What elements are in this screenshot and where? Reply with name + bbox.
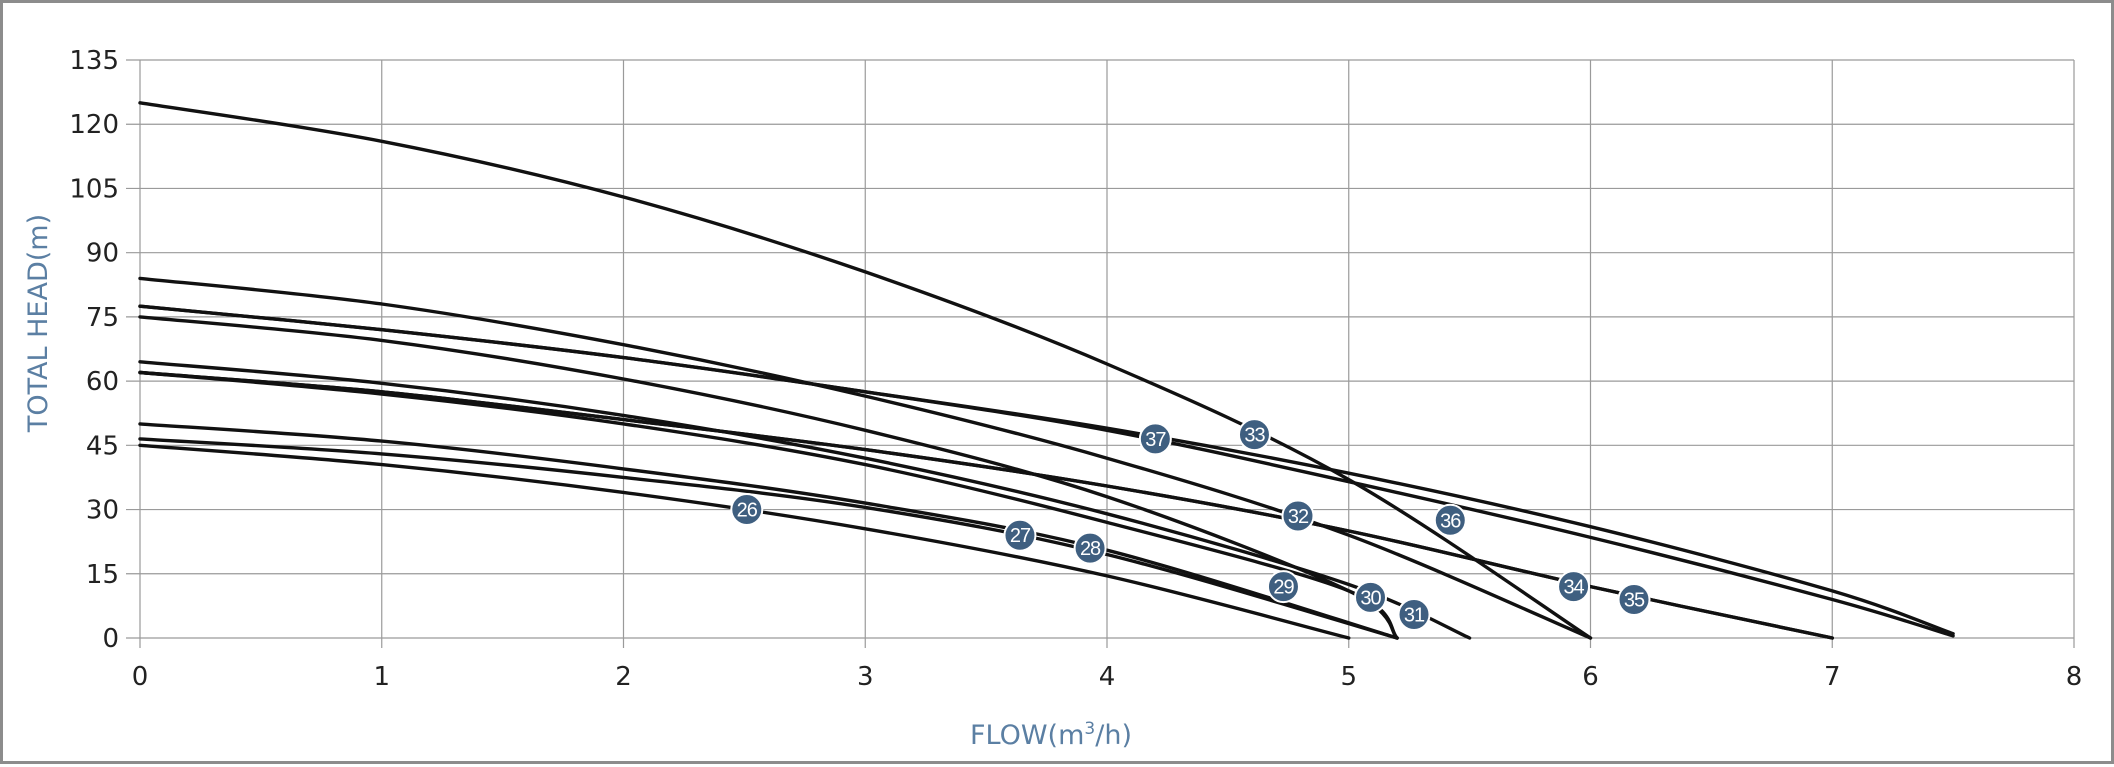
- x-axis-title-main: FLOW(m: [970, 720, 1084, 751]
- x-tick-label: 8: [2066, 662, 2083, 692]
- pump-curve-32: [138, 276, 1593, 640]
- x-axis-title-superscript: 3: [1084, 719, 1095, 739]
- x-axis-title: FLOW(m3/h): [970, 719, 1132, 751]
- x-tick-label: 7: [1824, 662, 1841, 692]
- curve-marker-label-26: 26: [737, 500, 758, 522]
- x-tick-label: 1: [373, 662, 390, 692]
- y-tick-label: 15: [86, 560, 119, 590]
- curve-marker-31: [1397, 597, 1431, 631]
- x-tick-label: 6: [1582, 662, 1599, 692]
- y-tick-label: 30: [86, 496, 119, 526]
- y-tick-label: 45: [86, 431, 119, 461]
- pump-curve-37: [138, 304, 1955, 636]
- curve-marker-label-31: 31: [1404, 604, 1425, 626]
- curve-marker-label-30: 30: [1360, 587, 1381, 609]
- pump-curve-31: [138, 315, 1399, 640]
- y-tick-label: 60: [86, 367, 119, 397]
- x-tick-label: 2: [615, 662, 632, 692]
- y-axis-title: TOTAL HEAD(m): [23, 214, 54, 433]
- pump-curve-30: [138, 360, 1472, 640]
- curve-marker-37: [1138, 422, 1172, 456]
- x-tick-label: 3: [857, 662, 874, 692]
- x-tick-label: 5: [1340, 662, 1357, 692]
- curve-marker-34: [1557, 570, 1591, 604]
- curve-marker-label-33: 33: [1244, 425, 1265, 447]
- curve-marker-32: [1281, 499, 1315, 533]
- curve-marker-label-36: 36: [1440, 510, 1461, 532]
- curve-marker-29: [1266, 570, 1300, 604]
- pump-curve-29: [138, 370, 1399, 640]
- pump-curve-27: [138, 437, 1399, 640]
- curve-marker-label-29: 29: [1273, 577, 1294, 599]
- y-tick-label: 120: [69, 110, 119, 140]
- y-tick-label: 105: [69, 174, 119, 204]
- curve-marker-28: [1073, 531, 1107, 565]
- curve-marker-33: [1237, 418, 1271, 452]
- curve-marker-27: [1003, 518, 1037, 552]
- curve-marker-label-28: 28: [1080, 538, 1101, 560]
- y-tick-label: 90: [86, 239, 119, 269]
- curve-marker-label-27: 27: [1010, 525, 1031, 547]
- y-tick-label: 0: [102, 624, 119, 654]
- y-tick-label: 135: [69, 46, 119, 76]
- curve-marker-label-37: 37: [1145, 429, 1166, 451]
- grid-lines: [126, 59, 2075, 648]
- curve-marker-36: [1433, 503, 1467, 537]
- curve-marker-label-34: 34: [1563, 577, 1584, 599]
- curve-markers: 26 27 28 29 30 31 32 33 34 35 36 37: [730, 418, 1651, 631]
- x-tick-label: 4: [1099, 662, 1116, 692]
- curve-marker-30: [1354, 580, 1388, 614]
- curve-marker-26: [730, 493, 764, 527]
- y-tick-label: 75: [86, 303, 119, 333]
- curve-marker-label-35: 35: [1624, 589, 1645, 611]
- pump-curve-28: [138, 422, 1399, 640]
- x-tick-label: 0: [132, 662, 149, 692]
- curve-marker-35: [1617, 582, 1651, 616]
- curve-marker-label-32: 32: [1288, 506, 1309, 528]
- pump-curve-36: [138, 304, 1955, 638]
- pump-curves: [138, 101, 1955, 640]
- x-axis-title-unit: /h): [1095, 720, 1132, 751]
